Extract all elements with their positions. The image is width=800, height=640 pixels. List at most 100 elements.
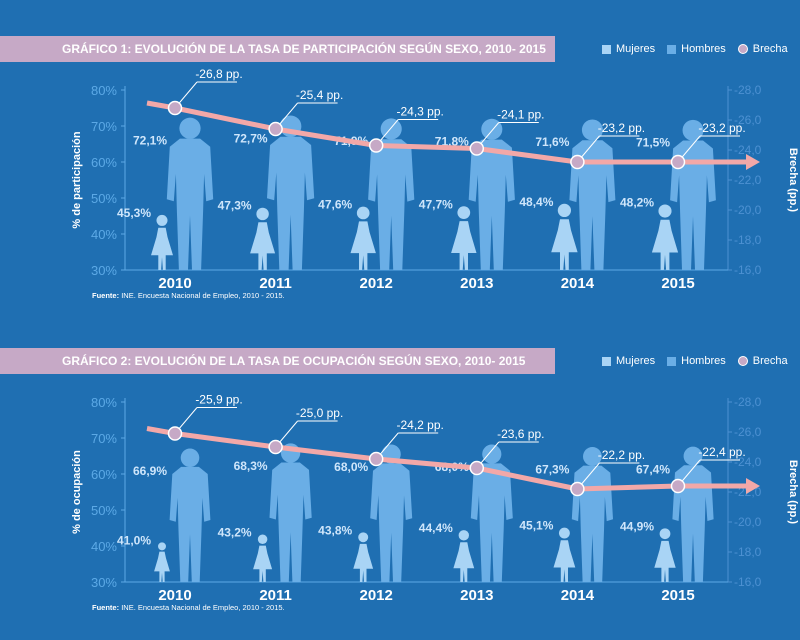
- gap-line: [146, 426, 746, 492]
- y-tick-label: 50%: [91, 191, 117, 206]
- legend-label-men: Hombres: [681, 43, 726, 55]
- gap-marker: [167, 426, 183, 441]
- gap-marker: [268, 121, 283, 137]
- women-figure-head: [356, 206, 370, 220]
- women-value-label: 45,1%: [519, 519, 553, 533]
- x-tick-label: 2014: [561, 275, 595, 292]
- source-text: INE. Encuesta Nacional de Empleo, 2010 -…: [121, 603, 285, 612]
- legend-swatch-men: [667, 356, 677, 366]
- women-figure: [353, 543, 374, 582]
- source-label: Fuente:: [92, 291, 120, 300]
- legend-label-women: Mujeres: [616, 43, 656, 55]
- chart-panel-participation: GRÁFICO 1: EVOLUCIÓN DE LA TASA DE PARTI…: [0, 0, 800, 310]
- men-figure-head: [482, 444, 502, 464]
- women-figure-head: [358, 532, 369, 543]
- men-figure-head: [179, 117, 201, 139]
- gap-value-label: -24,3 pp.: [397, 105, 444, 119]
- men-value-label: 68,0%: [334, 460, 368, 474]
- women-value-label: 41,0%: [117, 533, 151, 547]
- gap-value-label: -25,0 pp.: [296, 406, 343, 420]
- chart-title: GRÁFICO 1: EVOLUCIÓN DE LA TASA DE PARTI…: [62, 42, 546, 56]
- y-tick-label: 30%: [91, 575, 117, 590]
- men-figure: [672, 465, 714, 582]
- gap-marker: [268, 439, 283, 455]
- chart-legend: Mujeres Hombres Brecha: [602, 42, 788, 56]
- y-tick-label: 70%: [91, 119, 117, 134]
- gap-marker: [570, 481, 585, 497]
- legend-item-men: Hombres: [667, 355, 726, 367]
- y2-tick-label: -20,0: [734, 203, 762, 217]
- gap-value-label: -25,9 pp.: [195, 393, 242, 407]
- women-figure-head: [158, 542, 166, 551]
- women-value-label: 47,7%: [419, 197, 453, 211]
- legend-item-gap: Brecha: [737, 43, 788, 55]
- men-figure: [470, 463, 513, 582]
- men-figure: [468, 139, 515, 270]
- women-figure: [253, 545, 273, 582]
- women-figure-head: [458, 530, 469, 541]
- women-figure: [151, 227, 173, 270]
- gap-value-label: -23,2 pp.: [598, 121, 645, 135]
- x-tick-label: 2011: [259, 587, 292, 604]
- gap-line: [146, 100, 746, 165]
- x-tick-label: 2015: [661, 587, 694, 604]
- women-value-label: 48,4%: [519, 195, 553, 209]
- chart-panel-employment: GRÁFICO 2: EVOLUCIÓN DE LA TASA DE OCUPA…: [0, 312, 800, 622]
- y2-tick-label: -16,0: [734, 575, 762, 589]
- gap-marker: [368, 451, 384, 467]
- men-figure-head: [682, 119, 704, 141]
- y-tick-label: 60%: [91, 155, 117, 170]
- men-value-label: 71,5%: [636, 136, 670, 150]
- men-value-label: 67,4%: [636, 462, 670, 476]
- men-figure: [368, 139, 415, 270]
- source-note: Fuente: INE. Encuesta Nacional de Empleo…: [92, 603, 285, 612]
- men-figure: [670, 140, 716, 270]
- chart-title-bar: GRÁFICO 2: EVOLUCIÓN DE LA TASA DE OCUPA…: [0, 348, 555, 374]
- women-value-label: 44,4%: [419, 521, 453, 535]
- women-value-label: 48,2%: [620, 195, 654, 209]
- men-figure-head: [180, 448, 200, 468]
- men-figure: [571, 465, 613, 582]
- women-figure: [553, 540, 576, 582]
- legend-item-men: Hombres: [667, 43, 726, 55]
- y2-tick-label: -24,0: [734, 143, 762, 157]
- women-value-label: 45,3%: [117, 206, 151, 220]
- men-figure-head: [581, 119, 603, 141]
- y-axis-title: % de ocupación: [71, 450, 83, 534]
- legend-swatch-women: [602, 44, 611, 54]
- legend-label-men: Hombres: [681, 355, 726, 367]
- men-value-label: 67,3%: [535, 463, 569, 477]
- legend-label-women: Mujeres: [616, 355, 656, 367]
- women-figure: [451, 221, 477, 270]
- women-figure-head: [256, 207, 269, 221]
- gap-value-label: -24,1 pp.: [497, 108, 544, 122]
- y2-tick-label: -28,0: [734, 83, 762, 97]
- x-tick-label: 2012: [360, 587, 393, 604]
- women-figure: [654, 540, 676, 582]
- men-figure: [169, 466, 211, 582]
- men-figure: [370, 463, 413, 582]
- legend-label-gap: Brecha: [752, 355, 788, 367]
- y2-tick-label: -26,0: [734, 113, 762, 127]
- chart-title-bar: GRÁFICO 1: EVOLUCIÓN DE LA TASA DE PARTI…: [0, 36, 555, 62]
- men-figure: [569, 140, 616, 270]
- y-tick-label: 80%: [91, 395, 117, 410]
- y2-tick-label: -18,0: [734, 545, 762, 559]
- y2-tick-label: -16,0: [734, 263, 762, 277]
- women-value-label: 43,8%: [318, 523, 352, 537]
- y-tick-label: 40%: [91, 539, 117, 554]
- women-figure-head: [557, 203, 572, 218]
- women-value-label: 44,9%: [620, 519, 654, 533]
- y2-tick-label: -24,0: [734, 455, 762, 469]
- legend-swatch-gap: [737, 44, 748, 54]
- women-figure-head: [156, 214, 168, 226]
- gap-value-label: -25,4 pp.: [296, 88, 343, 102]
- legend-label-gap: Brecha: [752, 43, 788, 55]
- men-figure: [166, 138, 214, 270]
- legend-item-women: Mujeres: [602, 355, 655, 367]
- y2-axis-title: Brecha (pp.): [787, 148, 799, 213]
- chart-legend: Mujeres Hombres Brecha: [602, 354, 788, 368]
- y-axis-title: % de participación: [71, 131, 83, 228]
- gap-line-arrowhead: [746, 154, 760, 170]
- legend-swatch-men: [667, 44, 677, 54]
